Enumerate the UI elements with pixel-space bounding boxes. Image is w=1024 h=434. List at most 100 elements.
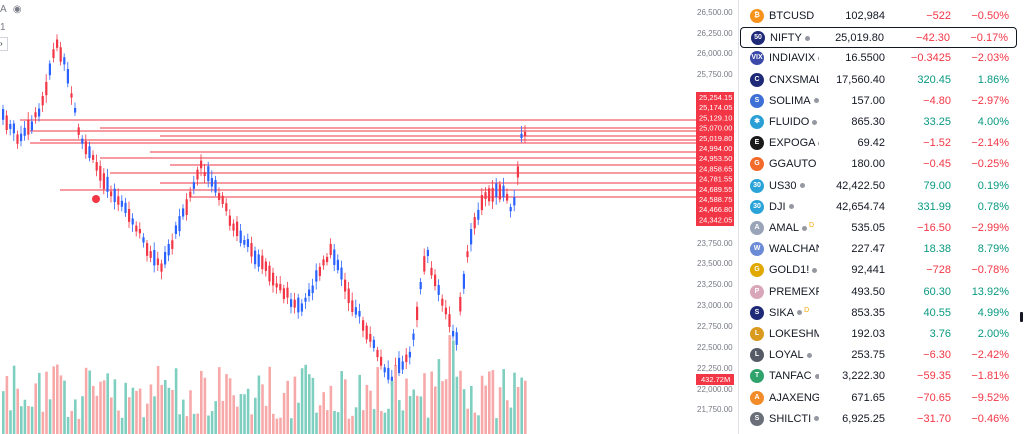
candle-body	[164, 251, 167, 265]
price-axis-label: 26,000.00	[697, 49, 733, 58]
candle-body	[196, 169, 199, 180]
watchlist-row-expoga[interactable]: E EXPOGAD 69.42 −1.52 −2.14%	[740, 133, 1017, 154]
candle-body	[210, 178, 213, 187]
price-change: −1.52	[923, 137, 951, 150]
watchlist-row-ggauto[interactable]: G GGAUTOD 180.00 −0.45 −0.25%	[740, 154, 1017, 175]
watchlist-row-solima[interactable]: S SOLIMAD 157.00 −4.80 −2.97%	[740, 91, 1017, 112]
watchlist-row-indiavix[interactable]: VIX INDIAVIX 16.5500 −0.3425 −2.03%	[740, 48, 1017, 69]
watchlist-row-tanfac[interactable]: T TANFACD 3,222.30 −59.35 −1.81%	[740, 366, 1017, 387]
volume-bar	[412, 389, 415, 434]
volume-bar	[232, 395, 235, 434]
candle-body	[171, 240, 174, 249]
candle-body	[160, 263, 163, 272]
watchlist-row-premexp[interactable]: P PREMEXP 493.50 60.30 13.92%	[740, 282, 1017, 303]
watchlist-row-gold1[interactable]: G GOLD1! 92,441 −728 −0.78%	[740, 260, 1017, 281]
level-label: 25,019.80	[699, 134, 732, 143]
candle-body	[131, 218, 134, 225]
volume-bar	[329, 385, 333, 434]
candle-body	[156, 258, 159, 266]
candle-body	[95, 162, 98, 171]
chart-toolbar: A ◉	[0, 4, 22, 15]
candle-body	[506, 193, 509, 201]
watchlist-row-us30[interactable]: 30 US30 42,422.50 79.00 0.19%	[740, 176, 1017, 197]
symbol-name: LOYAL	[769, 349, 819, 361]
volume-bar	[498, 387, 502, 434]
chart-dropdown[interactable]: ›	[0, 37, 8, 51]
delayed-flag: D	[808, 222, 815, 229]
symbol-name: AJAXENG	[769, 392, 819, 404]
price-change: −0.45	[923, 158, 951, 171]
watchlist-row-fluido[interactable]: ✱ FLUIDO 865.30 33.25 4.00%	[740, 112, 1017, 133]
scroll-handle[interactable]	[1020, 312, 1023, 322]
candle-body	[38, 108, 41, 117]
volume-bar	[102, 380, 106, 434]
indiavix-icon: VIX	[750, 51, 764, 66]
volume-bar	[462, 389, 466, 434]
candle-body	[12, 123, 15, 134]
volume-bar	[178, 414, 181, 434]
watchlist-row-walchan[interactable]: W WALCHAN 227.47 18.38 8.79%	[740, 239, 1017, 260]
candle-body	[470, 229, 473, 245]
loyal-icon: L	[750, 348, 764, 363]
volume-bar	[27, 406, 30, 434]
watchlist-row-ajaxeng[interactable]: A AJAXENG 671.65 −70.65 −9.52%	[740, 388, 1017, 409]
bitcoin-icon: ₿	[750, 9, 764, 23]
candle-body	[153, 250, 156, 266]
symbol-text: AJAXENG	[769, 391, 819, 404]
last-price: 493.50	[851, 285, 885, 298]
candle-body	[286, 287, 289, 298]
watchlist-row-sika[interactable]: S SIKA D 853.35 40.55 4.99%	[740, 303, 1017, 324]
watchlist-row-nifty[interactable]: 50 NIFTY 25,019.80 −42.30 −0.17%	[740, 27, 1017, 49]
volume-bar	[117, 410, 120, 434]
symbol-name: WALCHAN	[769, 243, 819, 255]
symbol-name: PREMEXP	[769, 286, 819, 298]
volume-bar	[153, 396, 156, 434]
watchlist-row-amal[interactable]: A AMAL D 535.05 −16.50 −2.99%	[740, 218, 1017, 239]
volume-bar	[160, 384, 163, 434]
symbol-text: US30	[769, 179, 797, 192]
volume-bar	[441, 381, 444, 434]
volume-bar	[304, 364, 307, 434]
candlestick-chart[interactable]: 26,500.00 26,250.00 26,000.00 25,750.00 23,7…	[0, 0, 740, 434]
candle-body	[34, 112, 37, 118]
candle-body	[63, 57, 66, 65]
price-axis-label: 22,750.00	[697, 322, 733, 331]
watchlist-row-lokeshm[interactable]: L LOKESHM 192.03 3.76 2.00%	[740, 324, 1017, 345]
volume-bar	[225, 374, 228, 434]
candle-body	[333, 249, 336, 265]
watchlist-row-dji[interactable]: 30 DJI 42,654.74 331.99 0.78%	[740, 197, 1017, 218]
watchlist-row-loyal[interactable]: L LOYAL 253.75 −6.30 −2.42%	[740, 345, 1017, 366]
volume-bar	[135, 390, 138, 434]
volume-bar	[120, 417, 124, 434]
volume-bar	[513, 372, 516, 434]
percent-change: 1.86%	[977, 73, 1009, 86]
candle-body	[246, 239, 249, 247]
volume-bar	[369, 390, 372, 434]
volume-bar	[308, 374, 311, 434]
price-axis-label: 25,750.00	[697, 70, 733, 79]
volume-bar	[246, 388, 250, 434]
eye-icon[interactable]: ◉	[12, 4, 22, 15]
volume-bar	[322, 392, 325, 434]
candle-body	[473, 217, 476, 229]
candle-body	[9, 124, 12, 129]
price-change: 320.45	[917, 73, 951, 86]
price-axis-label: 23,000.00	[697, 301, 733, 310]
symbol-name: DJI	[769, 201, 819, 213]
volume-bar	[354, 407, 358, 434]
solima-icon: S	[750, 93, 764, 108]
symbol-text: CNXSMAL	[769, 73, 819, 86]
level-label: 24,994.00	[699, 144, 732, 153]
volume-bar	[509, 407, 513, 434]
percent-change: 8.79%	[977, 243, 1009, 256]
candle-body	[520, 133, 523, 139]
watchlist-row-shilcti[interactable]: S SHILCTID 6,925.25 −31.70 −0.46%	[740, 409, 1017, 430]
candle-body	[383, 367, 386, 373]
volume-bar	[416, 395, 419, 434]
volume-bar	[419, 396, 423, 434]
watchlist-row-btcusd[interactable]: ₿ BTCUSD 102,984 −522 −0.50%	[740, 6, 1017, 27]
volume-bar	[365, 384, 369, 434]
level-label: 24,342.05	[699, 215, 732, 224]
watchlist-row-cnxsmal[interactable]: C CNXSMAL 17,560.40 320.45 1.86%	[740, 70, 1017, 91]
volume-bar	[362, 410, 365, 434]
